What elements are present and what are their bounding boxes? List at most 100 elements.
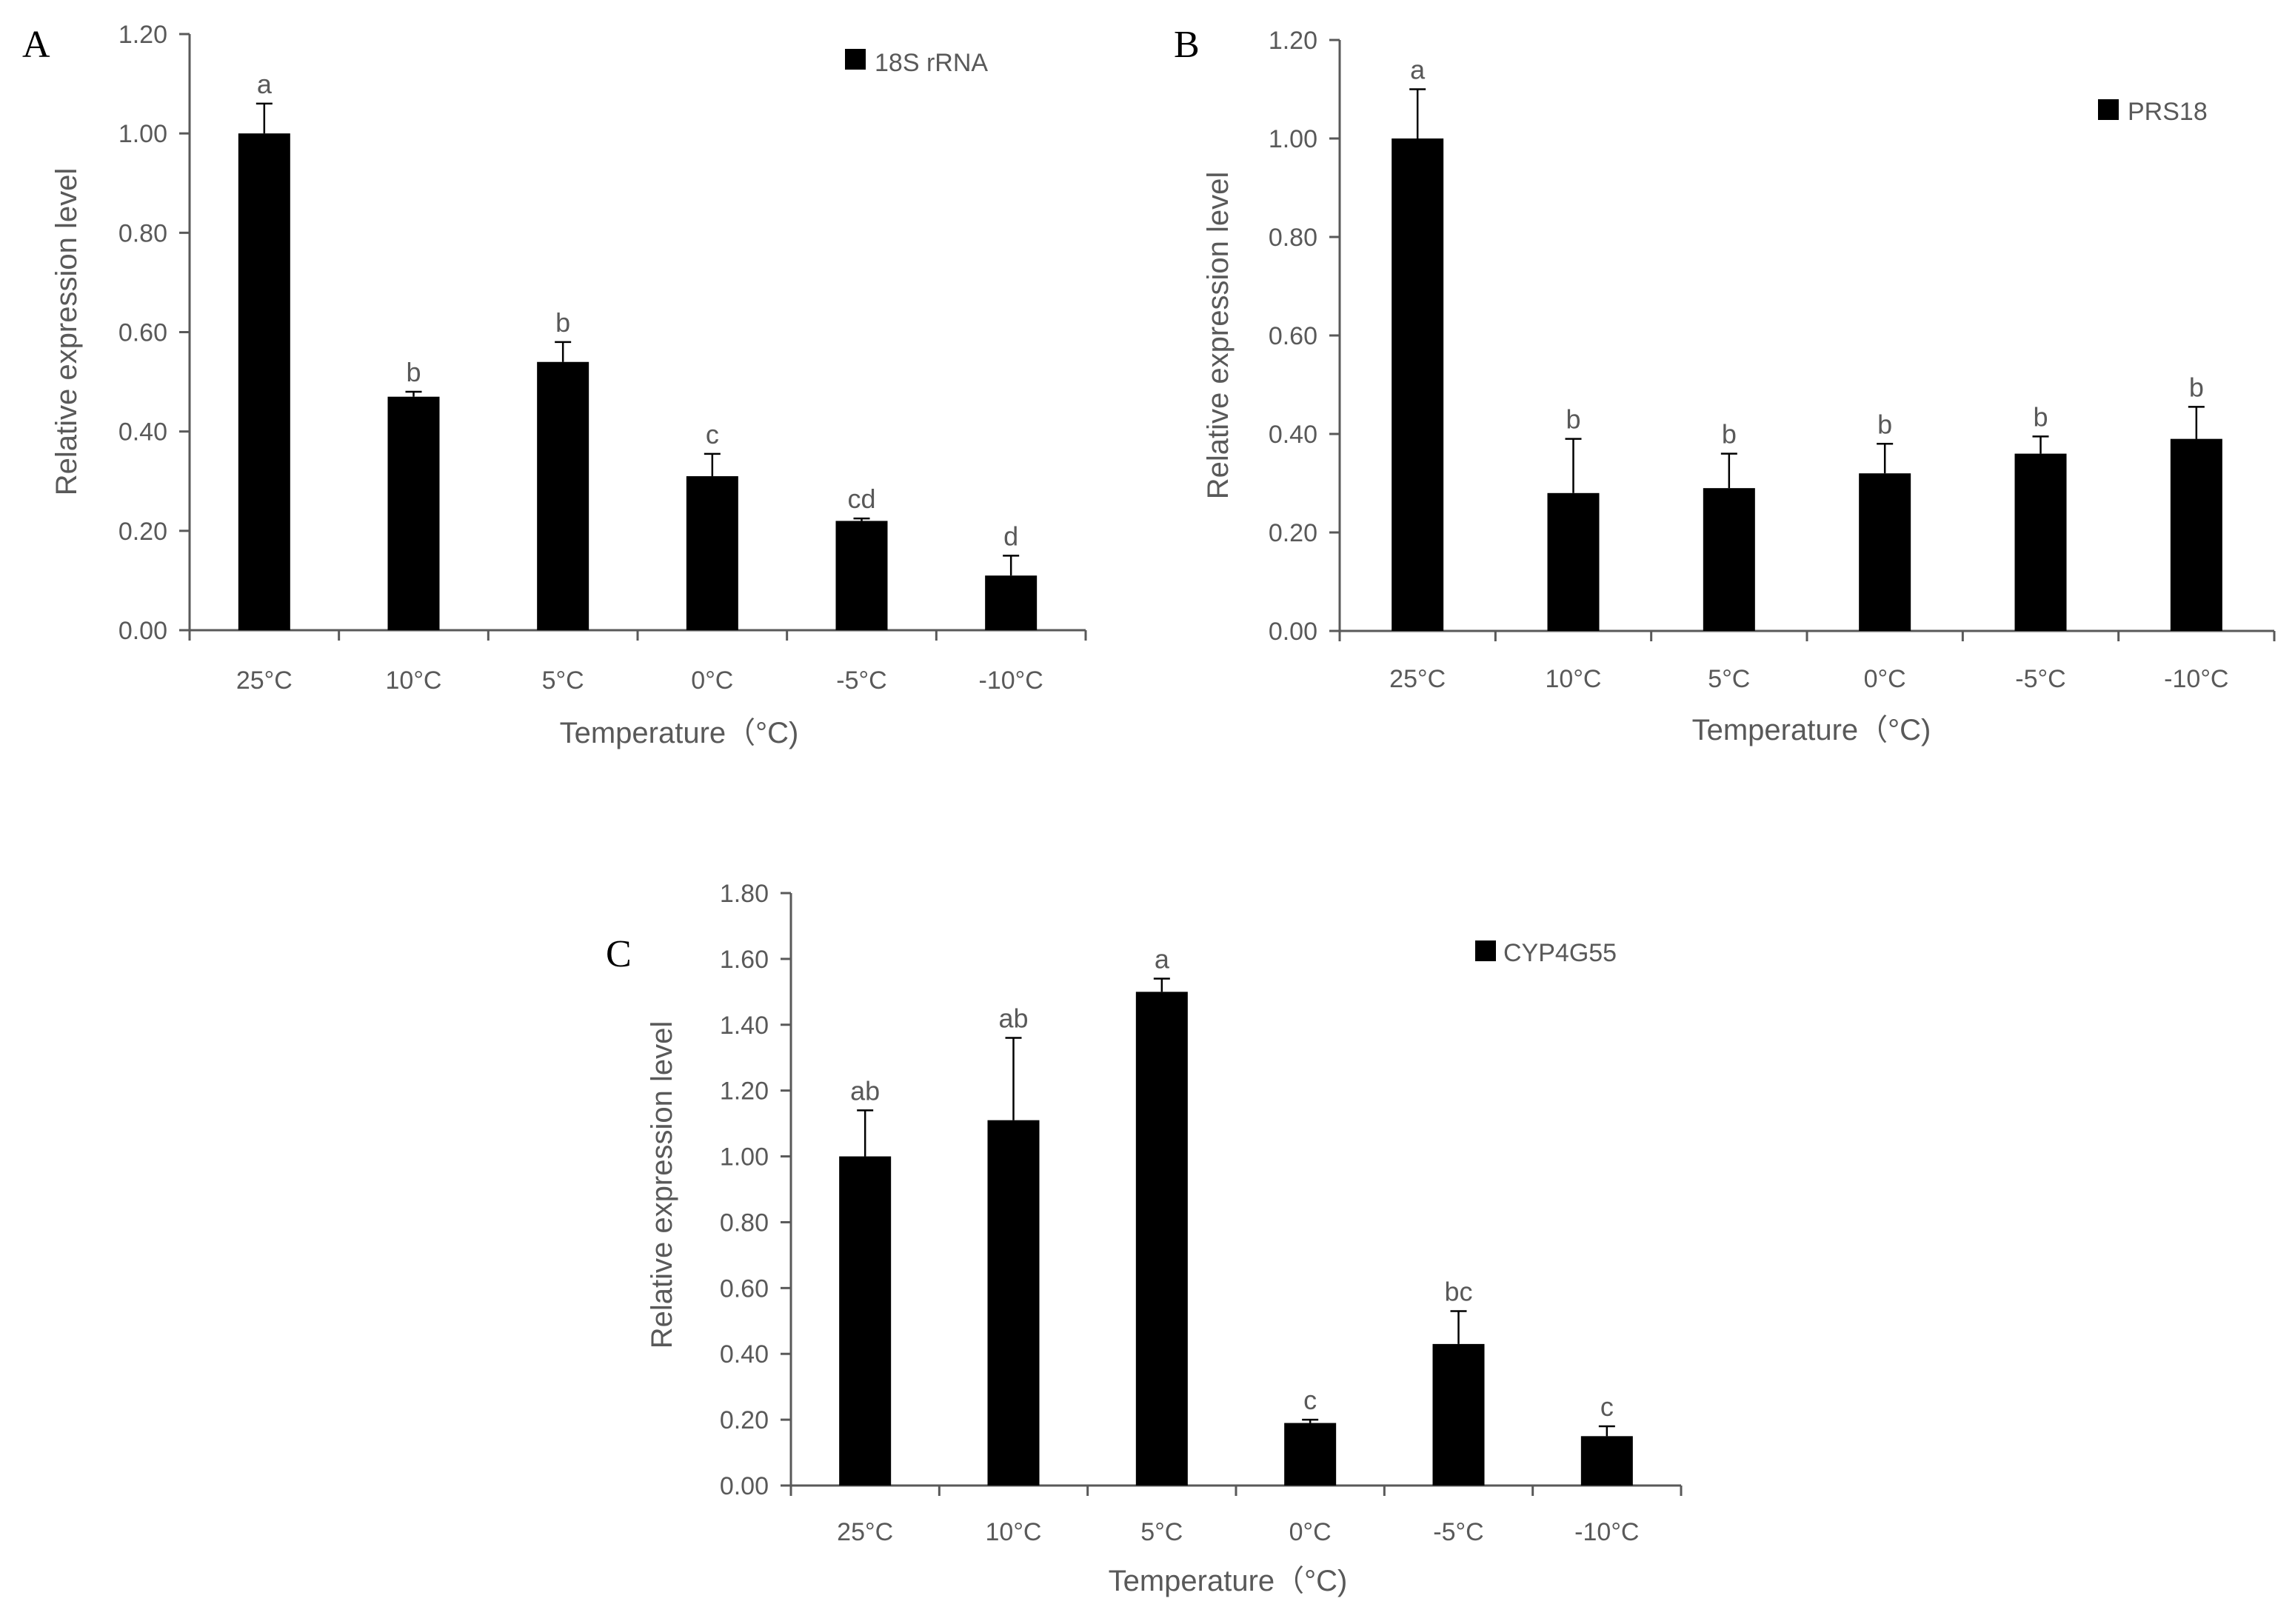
significance-letter: ab: [850, 1075, 880, 1106]
bar: [2170, 438, 2222, 631]
legend-label: 18S rRNA: [875, 49, 988, 77]
bar: [1392, 138, 1444, 631]
significance-letter: a: [257, 69, 273, 99]
x-tick-label: -5°C: [2015, 665, 2065, 693]
y-tick-label: 0.00: [118, 617, 167, 645]
y-tick-label: 0.60: [720, 1274, 769, 1303]
y-axis-title: Relative expression level: [646, 1021, 678, 1349]
chart-panel-a: A 0.00 0.20 0.40 0.60 0.80 1.00 1.20 a 25°C b 10°C b…: [22, 21, 1087, 749]
significance-letter: b: [555, 307, 570, 338]
significance-letter: a: [1410, 55, 1426, 85]
significance-letter: b: [2033, 401, 2048, 432]
y-tick-label: 0.80: [720, 1209, 769, 1237]
legend-label: PRS18: [2128, 98, 2208, 126]
x-axis-title: Temperature（°C): [1109, 1565, 1348, 1597]
legend-label: CYP4G55: [1503, 939, 1617, 967]
bar: [1580, 1436, 1633, 1486]
y-tick-label: 0.00: [720, 1472, 769, 1500]
y-tick-label: 0.60: [1269, 322, 1317, 350]
bar: [1432, 1343, 1485, 1486]
legend-swatch: [845, 49, 866, 70]
x-tick-label: 0°C: [691, 666, 733, 695]
x-tick-label: 5°C: [1140, 1518, 1183, 1546]
significance-letter: ab: [998, 1003, 1028, 1034]
y-tick-label: 0.40: [720, 1340, 769, 1369]
panel-letter: B: [1174, 24, 1200, 66]
legend: 18S rRNA: [845, 49, 988, 77]
bar: [2014, 453, 2067, 631]
significance-letter: c: [1600, 1391, 1614, 1422]
significance-letter: c: [706, 419, 719, 450]
panel-letter: C: [606, 933, 632, 975]
chart-panel-b: B 0.00 0.20 0.40 0.60 0.80 1.00 1.20 a 25°C b 10°C b…: [1174, 24, 2276, 746]
y-tick-label: 0.80: [118, 219, 167, 247]
x-tick-label: -5°C: [836, 666, 886, 695]
y-tick-label: 1.00: [118, 120, 167, 148]
y-tick-label: 0.20: [1269, 519, 1317, 547]
y-tick-label: 1.60: [720, 946, 769, 974]
x-tick-label: 25°C: [1389, 665, 1446, 693]
significance-letter: b: [406, 357, 421, 387]
legend: PRS18: [2098, 98, 2208, 126]
significance-letter: b: [1722, 419, 1737, 450]
y-tick-label: 1.20: [118, 21, 167, 49]
x-tick-label: 25°C: [837, 1518, 893, 1546]
x-axis-title: Temperature（°C): [560, 717, 799, 749]
chart-panel-c: C 0.00 0.20 0.40 0.60 0.80 1.00 1.20 1.40 1.60 1.8…: [606, 880, 1683, 1597]
bar: [1284, 1423, 1337, 1486]
x-tick-label: 5°C: [542, 666, 584, 695]
y-tick-label: 1.80: [720, 880, 769, 908]
significance-letter: c: [1303, 1385, 1317, 1415]
y-tick-label: 0.20: [118, 518, 167, 546]
bar: [987, 1120, 1040, 1486]
bar: [1135, 992, 1188, 1486]
significance-letter: b: [1877, 409, 1892, 439]
y-tick-label: 1.00: [1269, 125, 1317, 153]
panel-letter: A: [22, 24, 50, 66]
x-tick-label: 5°C: [1708, 665, 1750, 693]
x-tick-label: 10°C: [986, 1518, 1042, 1546]
bar: [1859, 473, 1911, 631]
bar: [686, 476, 738, 630]
x-tick-label: -5°C: [1433, 1518, 1483, 1546]
bar: [537, 361, 589, 630]
legend: CYP4G55: [1475, 939, 1617, 967]
y-tick-label: 0.20: [720, 1406, 769, 1434]
significance-letter: a: [1155, 944, 1170, 975]
y-tick-label: 0.00: [1269, 618, 1317, 646]
x-tick-label: 10°C: [1546, 665, 1602, 693]
bar: [238, 133, 290, 630]
x-tick-label: 0°C: [1289, 1518, 1332, 1546]
y-tick-label: 1.20: [1269, 27, 1317, 55]
y-tick-label: 1.40: [720, 1012, 769, 1040]
significance-letter: cd: [847, 484, 875, 514]
bar: [839, 1156, 892, 1486]
bar: [387, 396, 440, 630]
y-tick-label: 0.40: [1269, 421, 1317, 449]
bar: [985, 575, 1038, 630]
y-axis-title: Relative expression level: [50, 168, 83, 495]
x-tick-label: 25°C: [236, 666, 293, 695]
y-tick-label: 1.20: [720, 1077, 769, 1106]
x-tick-label: 0°C: [1864, 665, 1906, 693]
x-tick-label: -10°C: [979, 666, 1043, 695]
y-tick-label: 0.40: [118, 418, 167, 447]
x-tick-label: -10°C: [1574, 1518, 1639, 1546]
significance-letter: d: [1003, 521, 1018, 551]
y-tick-label: 1.00: [720, 1143, 769, 1172]
bar: [1547, 492, 1600, 631]
y-axis-title: Relative expression level: [1202, 172, 1235, 499]
x-axis-title: Temperature（°C): [1692, 714, 1931, 746]
legend-swatch: [2098, 99, 2119, 120]
x-tick-label: -10°C: [2164, 665, 2228, 693]
bar: [1703, 488, 1755, 631]
legend-swatch: [1475, 940, 1496, 961]
bar: [835, 521, 888, 630]
significance-letter: b: [1566, 404, 1580, 435]
significance-letter: b: [2189, 372, 2204, 402]
x-tick-label: 10°C: [386, 666, 442, 695]
y-tick-label: 0.80: [1269, 224, 1317, 252]
y-tick-label: 0.60: [118, 319, 167, 347]
